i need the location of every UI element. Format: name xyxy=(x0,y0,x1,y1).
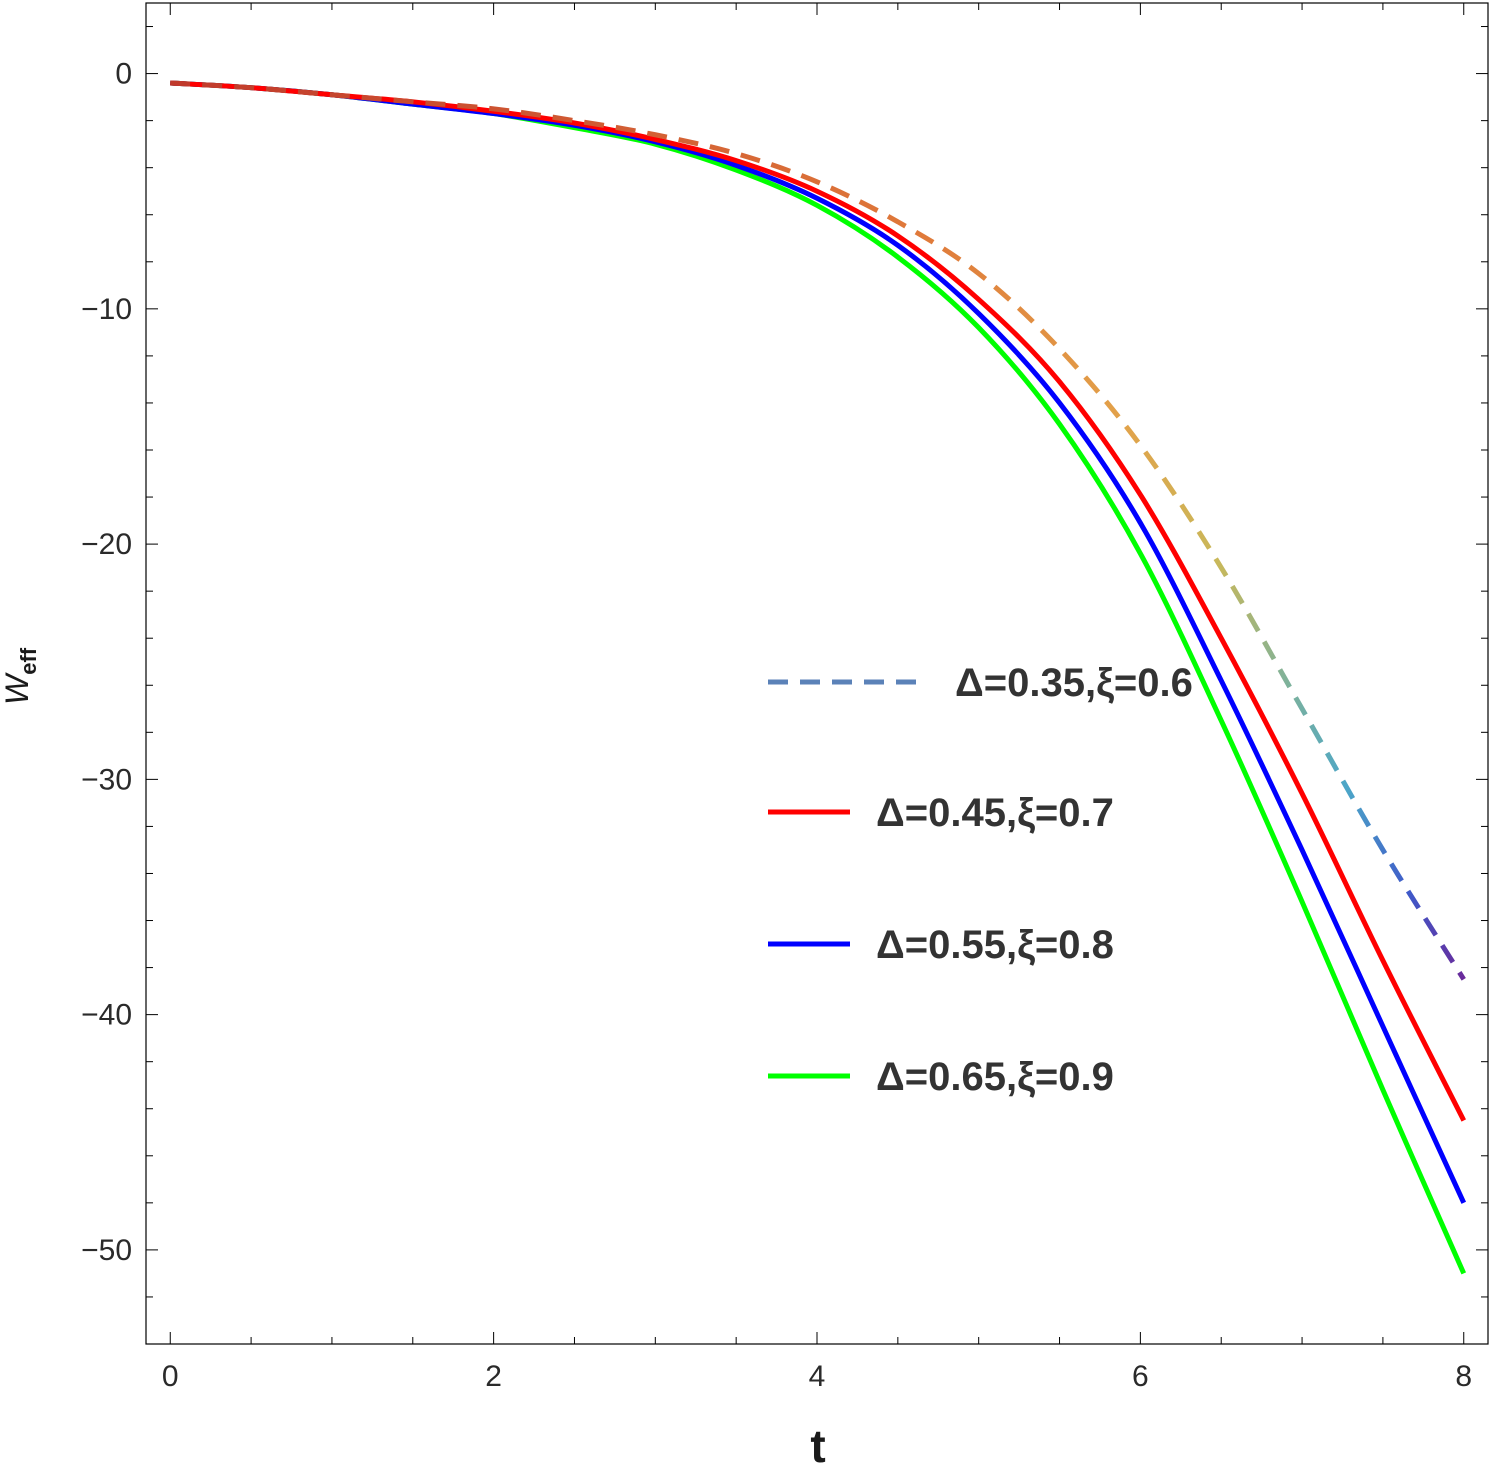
axis-tick-labels: 0 2 4 6 8 0 −10 −20 −30 −40 −50 xyxy=(81,58,1472,1393)
series-line xyxy=(170,80,1466,1122)
y-tick-label: −30 xyxy=(81,763,132,796)
axis-ticks xyxy=(146,3,1488,1344)
x-tick-label: 0 xyxy=(162,1360,179,1393)
legend: Δ=0.35,ξ=0.6 Δ=0.45,ξ=0.7 Δ=0.55,ξ=0.8 Δ=0.… xyxy=(768,661,1193,1099)
y-tick-label: −40 xyxy=(81,999,132,1032)
series-line xyxy=(170,80,1467,1275)
y-tick-label: 0 xyxy=(115,58,132,91)
x-tick-label: 6 xyxy=(1132,1360,1149,1393)
legend-label: Δ=0.55,ξ=0.8 xyxy=(876,923,1114,967)
y-axis-title: Weff xyxy=(0,647,41,705)
x-axis-title: t xyxy=(810,1420,825,1472)
y-axis-title-main: W xyxy=(0,672,35,705)
series-line xyxy=(170,80,1466,981)
y-tick-label: −50 xyxy=(81,1234,132,1267)
y-tick-label: −20 xyxy=(81,528,132,561)
legend-label: Δ=0.65,ξ=0.9 xyxy=(876,1055,1114,1099)
y-axis-title-sub: eff xyxy=(16,647,41,675)
x-tick-label: 8 xyxy=(1455,1360,1472,1393)
series-layer xyxy=(170,80,1467,1275)
y-tick-label: −10 xyxy=(81,293,132,326)
series-line xyxy=(170,80,1467,1204)
x-tick-label: 4 xyxy=(809,1360,826,1393)
x-tick-label: 2 xyxy=(485,1360,502,1393)
legend-label: Δ=0.35,ξ=0.6 xyxy=(955,661,1193,705)
legend-label: Δ=0.45,ξ=0.7 xyxy=(876,791,1114,835)
